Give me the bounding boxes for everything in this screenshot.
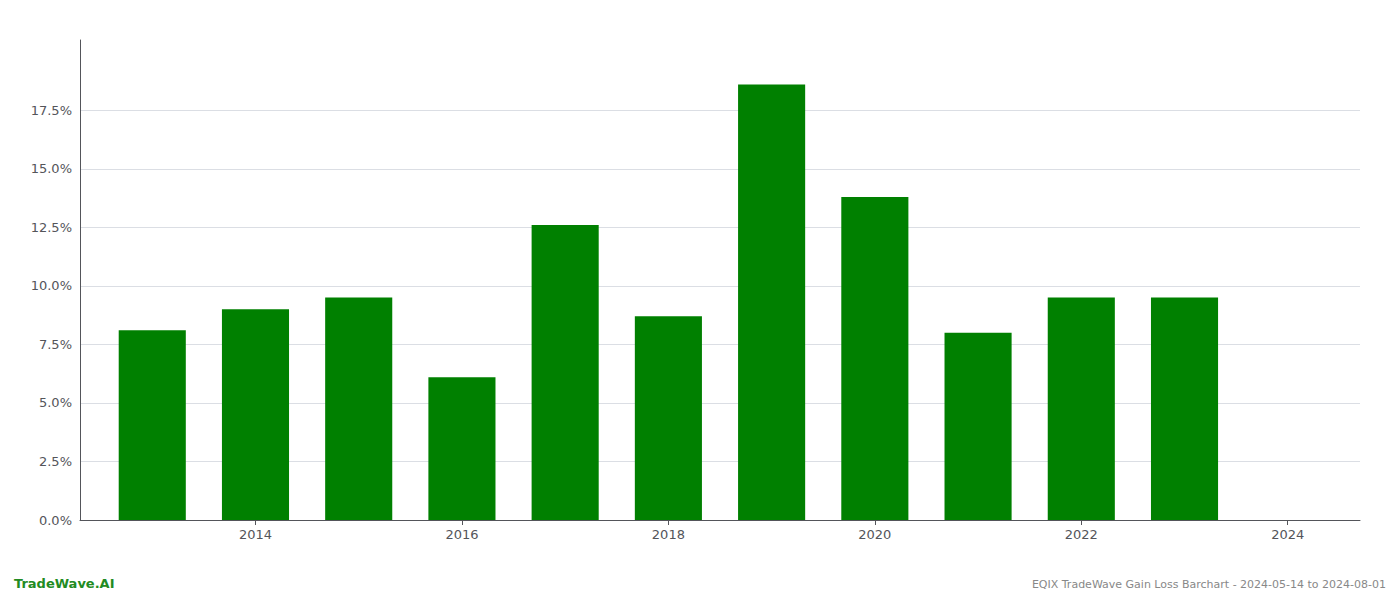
svg-text:2016: 2016 [445, 527, 478, 542]
svg-text:2020: 2020 [858, 527, 891, 542]
svg-text:2.5%: 2.5% [39, 454, 72, 469]
svg-text:12.5%: 12.5% [31, 220, 72, 235]
svg-text:EQIX TradeWave Gain Loss Barch: EQIX TradeWave Gain Loss Barchart - 2024… [1032, 578, 1386, 591]
svg-text:0.0%: 0.0% [39, 513, 72, 528]
svg-text:TradeWave.AI: TradeWave.AI [14, 576, 115, 591]
svg-text:15.0%: 15.0% [31, 161, 72, 176]
svg-text:2022: 2022 [1065, 527, 1098, 542]
svg-text:2014: 2014 [239, 527, 272, 542]
svg-text:10.0%: 10.0% [31, 278, 72, 293]
svg-text:2024: 2024 [1271, 527, 1304, 542]
svg-text:5.0%: 5.0% [39, 395, 72, 410]
svg-text:7.5%: 7.5% [39, 337, 72, 352]
svg-text:2018: 2018 [652, 527, 685, 542]
svg-text:17.5%: 17.5% [31, 103, 72, 118]
